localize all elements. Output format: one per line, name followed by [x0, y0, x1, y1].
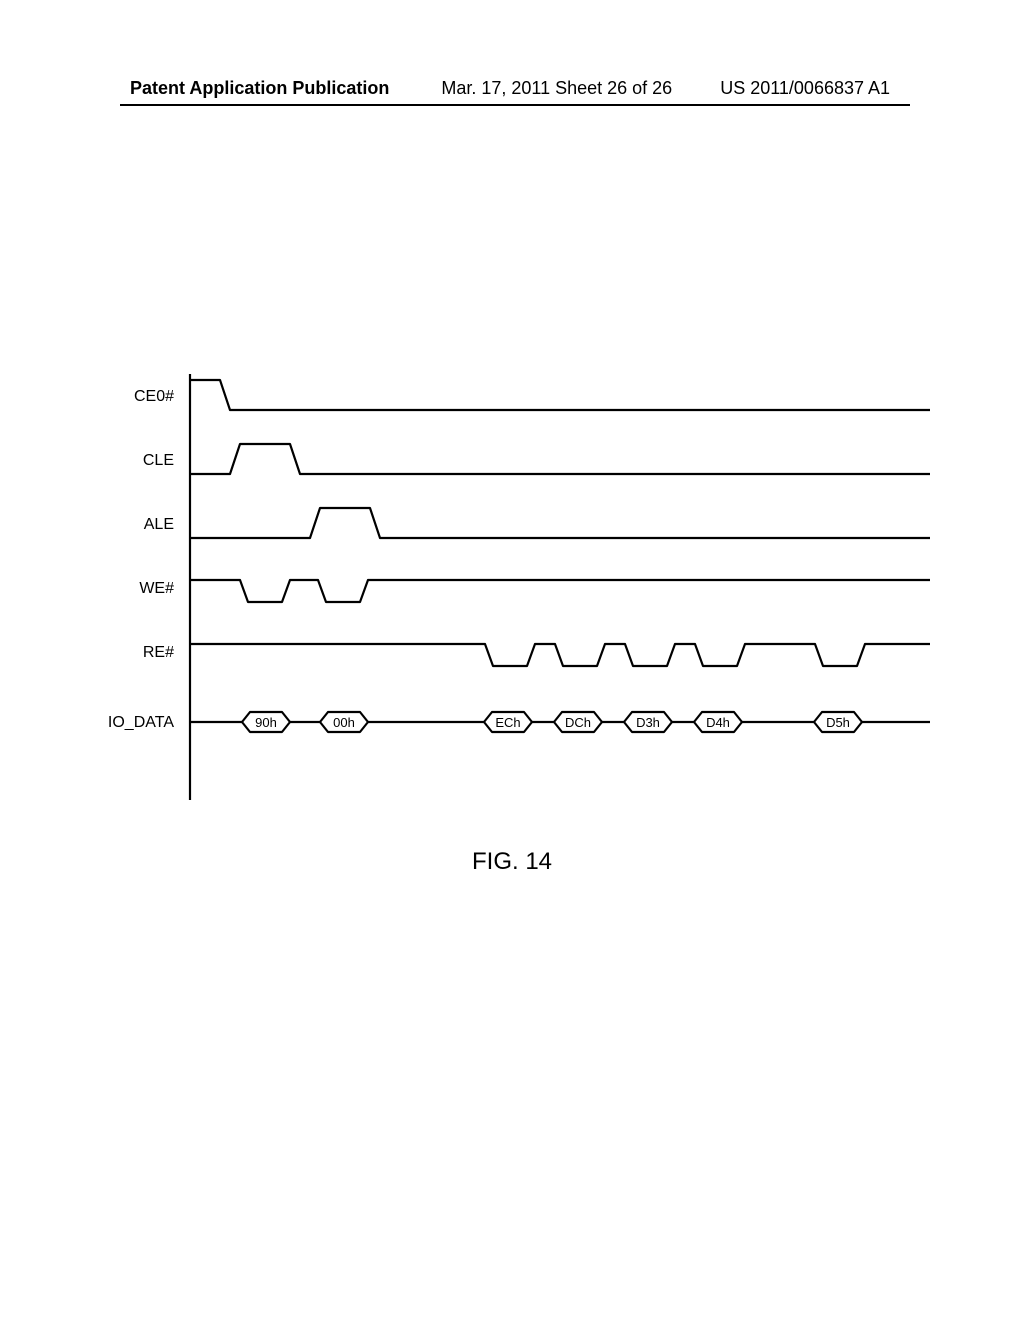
svg-text:D3h: D3h	[636, 715, 660, 730]
timing-svg: 90h 00h ECh DCh D3h D4h D5h	[190, 380, 1020, 800]
svg-text:DCh: DCh	[565, 715, 591, 730]
svg-text:D5h: D5h	[826, 715, 850, 730]
header-right: US 2011/0066837 A1	[720, 78, 890, 99]
timing-diagram: CE0#CLEALEWE#RE#IO_DATA 90h00hEChDChD3hD…	[100, 380, 930, 820]
signal-label-WE: WE#	[94, 580, 174, 598]
svg-text:90h: 90h	[255, 715, 277, 730]
signal-label-ALE: ALE	[94, 516, 174, 534]
header-mid: Mar. 17, 2011 Sheet 26 of 26	[441, 78, 672, 99]
signal-label-RE: RE#	[94, 644, 174, 662]
svg-text:D4h: D4h	[706, 715, 730, 730]
signal-label-IODATA: IO_DATA	[94, 714, 174, 732]
signal-label-CE0: CE0#	[94, 388, 174, 406]
page-header: Patent Application Publication Mar. 17, …	[0, 78, 1024, 99]
svg-text:ECh: ECh	[495, 715, 520, 730]
header-rule	[120, 104, 910, 106]
header-left: Patent Application Publication	[130, 78, 389, 99]
figure-caption: FIG. 14	[0, 848, 1024, 876]
svg-text:00h: 00h	[333, 715, 355, 730]
signal-label-CLE: CLE	[94, 452, 174, 470]
page: Patent Application Publication Mar. 17, …	[0, 0, 1024, 1320]
